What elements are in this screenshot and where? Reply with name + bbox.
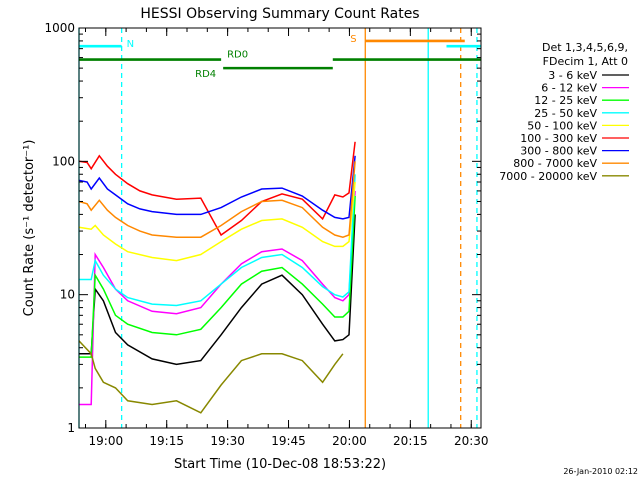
x-tick-label-1: 19:15 [149,434,184,448]
legend-label-0: 3 - 6 keV [548,69,597,82]
legend-label-6: 300 - 800 keV [520,145,597,158]
legend-label-2: 12 - 25 keV [534,94,597,107]
y-tick-label-2: 100 [52,154,75,168]
x-tick-label-6: 20:30 [454,434,489,448]
legend: Det 1,3,4,5,6,9, FDecim 1, Att 0 3 - 6 k… [499,41,629,183]
series-line-7 [78,161,356,238]
series-line-6 [78,155,356,220]
legend-label-7: 800 - 7000 keV [513,157,597,170]
y-tick-label-1: 10 [60,288,75,302]
x-tick-label-2: 19:30 [210,434,245,448]
x-tick-label-0: 19:00 [89,434,124,448]
y-axis-ticks: 1 10 100 1000 [44,21,481,435]
y-axis-label: Count Rate (s⁻¹ detector⁻¹) [22,140,37,317]
series-line-4 [78,181,356,262]
y-tick-label-3: 1000 [44,21,75,35]
series-line-3 [79,174,356,307]
x-axis-ticks: 19:00 19:15 19:30 19:45 20:00 20:15 20:30 [84,28,489,448]
x-tick-label-3: 19:45 [271,434,306,448]
series-line-8 [78,340,344,414]
legend-label-8: 7000 - 20000 keV [499,170,597,183]
series-line-5 [78,141,356,237]
series-line-0 [79,214,356,366]
legend-header-line-2: FDecim 1, Att 0 [543,55,628,68]
state-bar-label-2: RD0 [227,50,248,61]
y-tick-label-0: 1 [67,421,75,435]
state-bar-label-0: N [127,39,134,50]
x-tick-label-5: 20:15 [393,434,428,448]
series-line-2 [79,195,356,358]
legend-label-4: 50 - 100 keV [527,119,597,132]
x-tick-label-4: 20:00 [332,434,367,448]
state-bar-label-4: RD4 [195,69,216,80]
state-bar-label-1: S [350,34,356,45]
legend-label-3: 25 - 50 keV [534,107,597,120]
legend-label-1: 6 - 12 keV [541,82,597,95]
state-bars: N S RD0 RD4 [79,34,481,80]
chart-title: HESSI Observing Summary Count Rates [140,6,419,22]
legend-label-5: 100 - 300 keV [520,132,597,145]
vertical-markers [78,28,478,428]
plot-frame [78,27,482,429]
series-lines [78,141,356,414]
legend-header-line-1: Det 1,3,4,5,6,9, [542,41,628,54]
footer-timestamp: 26-Jan-2010 02:12 [563,467,638,476]
x-axis-label: Start Time (10-Dec-08 18:53:22) [174,457,386,472]
